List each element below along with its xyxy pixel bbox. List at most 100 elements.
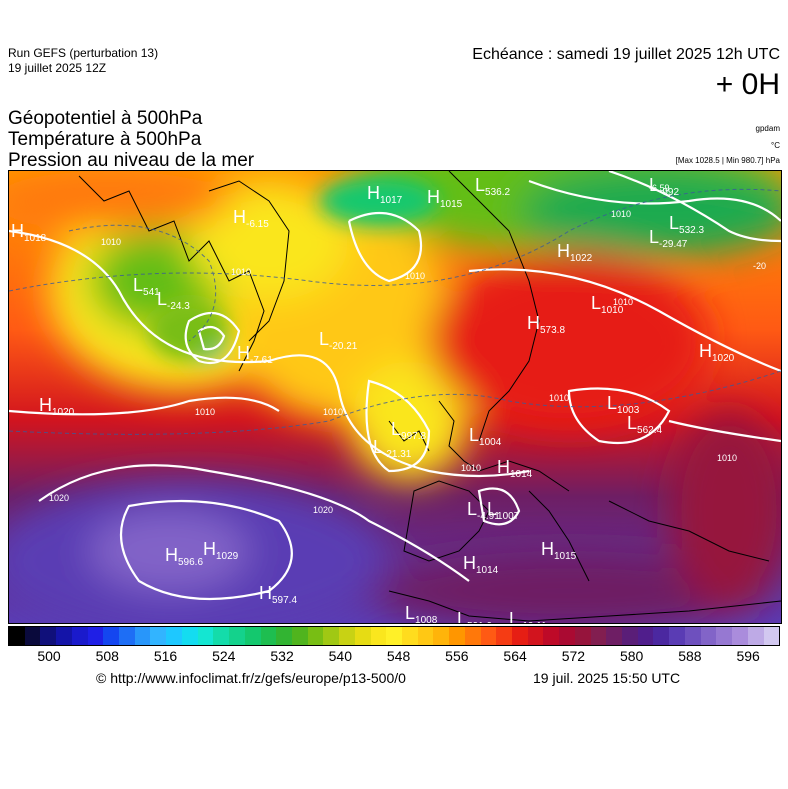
colorbar-swatch: [653, 627, 670, 645]
colorbar-swatch: [669, 627, 685, 645]
colorbar-swatch: [229, 627, 245, 645]
low-pressure-label: L541: [133, 275, 160, 298]
low-pressure-label: L-4.91: [467, 499, 500, 522]
colorbar-tick-label: 548: [386, 648, 411, 664]
colorbar-swatch: [40, 627, 57, 645]
colorbar-tick-label: 508: [95, 648, 119, 664]
colorbar-swatch: [480, 627, 497, 645]
colorbar-swatch: [307, 627, 324, 645]
low-pressure-label: L-10.11: [509, 609, 547, 623]
isobar-value-label: 1010: [195, 407, 215, 417]
colorbar-swatch: [637, 627, 654, 645]
colorbar-swatch: [512, 627, 528, 645]
colorbar-swatch: [700, 627, 717, 645]
colorbar-swatch: [716, 627, 733, 645]
colorbar-swatch: [496, 627, 512, 645]
colorbar-swatch: [181, 627, 198, 645]
isobar-value-label: 1020: [313, 505, 333, 515]
colorbar-swatch: [433, 627, 450, 645]
isobar-value-label: 1010: [717, 453, 737, 463]
isobar-value-label: 1010: [613, 297, 633, 307]
low-pressure-label: L562.4: [627, 413, 662, 436]
colorbar-swatch: [354, 627, 371, 645]
colorbar-tick-label: 524: [212, 648, 236, 664]
colorbar-swatch: [24, 627, 41, 645]
low-pressure-label: L536.2: [475, 175, 510, 198]
colorbar-swatch: [747, 627, 764, 645]
colorbar-swatch: [150, 627, 167, 645]
colorbar-tick-label: 540: [328, 648, 352, 664]
isobar-value-label: 1010: [231, 267, 251, 277]
colorbar-swatch: [449, 627, 465, 645]
low-pressure-label: L1008: [405, 603, 438, 623]
low-pressure-label: L1004: [469, 425, 502, 448]
run-title: Run GEFS (perturbation 13): [8, 46, 159, 60]
lead-time: + 0H: [715, 68, 780, 101]
isobar-value-label: -20: [753, 261, 766, 271]
colorbar-tick-label: 564: [503, 648, 527, 664]
high-pressure-label: H1029: [203, 539, 239, 562]
weather-map-canvas: H1018 H1017 H1015 H1022 H1020 H1020 H1014 H1029…: [9, 171, 781, 623]
colorbar-swatch: [244, 627, 261, 645]
high-pressure-label: H-7.61: [237, 343, 273, 366]
isobar-value-label: -6.59: [649, 183, 670, 193]
colorbar-swatch: [291, 627, 308, 645]
high-pressure-label: H1017: [367, 183, 403, 206]
isobar-value-label: 1010: [549, 393, 569, 403]
high-pressure-label: H1015: [541, 539, 577, 562]
high-pressure-label: H1022: [557, 241, 593, 264]
parameter-geopotential: Géopotentiel à 500hPa: [8, 108, 203, 129]
parameter-pressure: Pression au niveau de la mer: [8, 150, 255, 171]
colorbar-swatch: [134, 627, 151, 645]
pressure-range: [Max 1028.5 | Min 980.7] hPa: [675, 156, 780, 165]
low-pressure-label: L532.3: [669, 213, 704, 236]
high-pressure-label: H1020: [699, 341, 735, 364]
colorbar-swatch: [543, 627, 560, 645]
low-pressure-label: L1010: [591, 293, 624, 316]
colorbar-labels: 5005085165245325405485565645725805885966…: [8, 648, 780, 666]
high-pressure-label: H1015: [427, 187, 463, 210]
colorbar-swatch: [464, 627, 481, 645]
low-pressure-label: L1003: [607, 393, 640, 416]
isobar-value-label: 1010: [611, 209, 631, 219]
unit-temperature: °C: [771, 141, 780, 150]
colorbar: [8, 626, 780, 646]
isobar-value-label: 1010: [461, 463, 481, 473]
colorbar-tick-label: 516: [153, 648, 178, 664]
high-pressure-label: H1018: [11, 221, 47, 244]
colorbar-tick-label: 588: [678, 648, 702, 664]
low-pressure-label: L-21.31: [373, 437, 412, 460]
colorbar-swatch: [213, 627, 230, 645]
colorbar-swatch: [386, 627, 402, 645]
isobar-value-label: 1010: [101, 237, 121, 247]
high-pressure-label: H1014: [463, 553, 499, 576]
colorbar-swatch: [197, 627, 214, 645]
isobar-value-label: 1010: [405, 271, 425, 281]
weather-map: H1018 H1017 H1015 H1022 H1020 H1020 H1014 H1029…: [8, 170, 782, 624]
colorbar-swatch: [606, 627, 623, 645]
low-pressure-label: L997.8: [391, 419, 426, 442]
coastlines: [78, 171, 781, 622]
high-pressure-label: H597.4: [259, 583, 297, 606]
colorbar-swatch: [56, 627, 72, 645]
colorbar-swatch: [9, 627, 25, 645]
isobar-value-label: 1010: [323, 407, 343, 417]
colorbar-swatch: [684, 627, 701, 645]
parameter-temperature: Température à 500hPa: [8, 129, 202, 150]
high-pressure-label: H-6.15: [233, 207, 269, 230]
copyright-link[interactable]: © http://www.infoclimat.fr/z/gefs/europe…: [96, 670, 406, 686]
colorbar-swatch: [574, 627, 591, 645]
colorbar-swatch: [119, 627, 135, 645]
colorbar-swatch: [401, 627, 418, 645]
low-pressure-label: L-20.21: [319, 329, 358, 352]
colorbar-tick-label: 556: [445, 648, 469, 664]
colorbar-swatch: [732, 627, 748, 645]
colorbar-tick-label: 572: [561, 648, 586, 664]
colorbar-swatch: [87, 627, 104, 645]
colorbar-swatch: [559, 627, 575, 645]
unit-geopotential: gpdam: [755, 124, 780, 133]
colorbar-swatch: [370, 627, 387, 645]
colorbar-swatch: [622, 627, 638, 645]
map-labels: H1018 H1017 H1015 H1022 H1020 H1020 H1014 H1029…: [11, 175, 766, 623]
colorbar-swatch: [260, 627, 277, 645]
